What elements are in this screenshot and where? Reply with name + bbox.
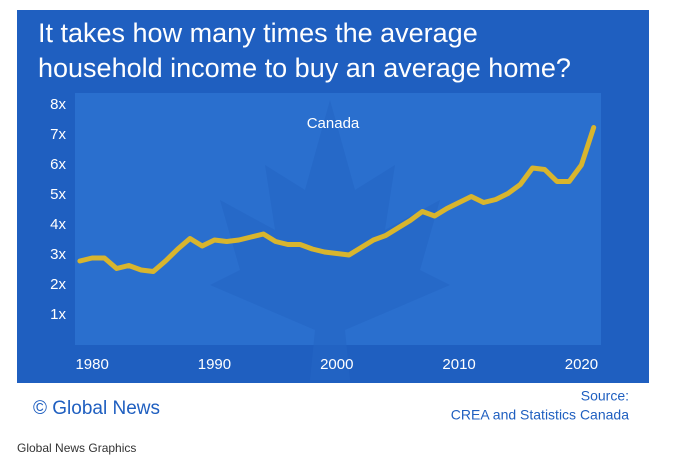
y-tick-label: 4x	[50, 216, 66, 233]
x-tick-label: 1980	[75, 356, 108, 373]
source: CREA and Statistics Canada	[451, 407, 629, 423]
annotation: Canada	[307, 115, 360, 132]
footer: Global News Graphics	[17, 441, 136, 455]
y-tick-label: 3x	[50, 246, 66, 263]
x-tick-label: 2020	[565, 356, 598, 373]
maple-leaf-decoration	[210, 100, 450, 380]
x-tick-label: 2000	[320, 356, 353, 373]
x-tick-label: 2010	[442, 356, 475, 373]
brand: © Global News	[33, 398, 160, 419]
data-line	[77, 125, 597, 274]
y-tick-label: 1x	[50, 306, 66, 323]
source-label: Source:	[581, 388, 629, 404]
y-tick-label: 5x	[50, 186, 66, 203]
chart-title: It takes how many times the average house…	[38, 18, 571, 83]
y-tick-label: 6x	[50, 156, 66, 173]
y-tick-label: 2x	[50, 276, 66, 293]
y-tick-label: 7x	[50, 126, 66, 143]
y-tick-label: 8x	[50, 96, 66, 113]
x-tick-label: 1990	[198, 356, 231, 373]
